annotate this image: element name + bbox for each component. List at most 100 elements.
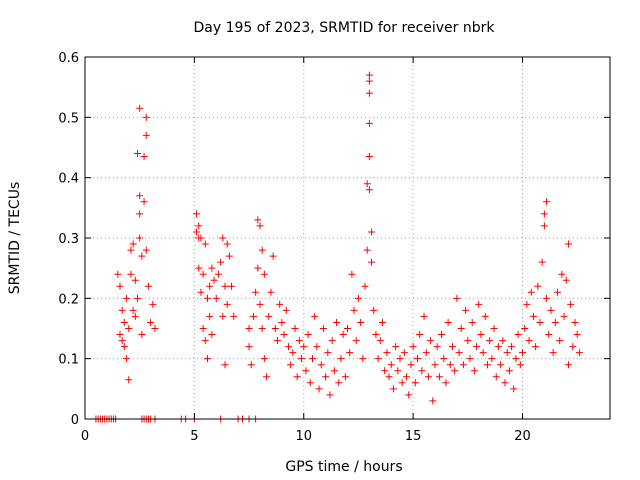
x-axis-title: GPS time / hours: [285, 459, 402, 475]
data-point: [455, 349, 463, 357]
x-tick-label: 0: [81, 429, 89, 444]
data-point: [324, 349, 332, 357]
data-point: [136, 192, 144, 200]
data-point: [363, 246, 371, 254]
data-point: [385, 373, 393, 381]
data-point: [142, 113, 150, 121]
data-point: [567, 300, 575, 308]
data-point: [319, 325, 327, 332]
data-point: [210, 276, 218, 284]
data-point: [195, 222, 203, 230]
data-point: [125, 376, 133, 384]
data-point: [335, 379, 343, 387]
data-point: [258, 325, 266, 332]
data-point: [339, 331, 347, 339]
data-point: [420, 312, 428, 320]
axis-ticks: 0 0.1 0.2 0.3 0.4 0.5 0.6 0 5 10 15 20: [58, 51, 610, 444]
data-point: [569, 343, 577, 351]
data-point: [470, 367, 478, 375]
data-point: [365, 89, 373, 97]
data-point: [422, 349, 430, 357]
data-point: [221, 282, 229, 290]
data-point: [464, 337, 472, 345]
data-point: [484, 361, 491, 369]
data-point: [245, 325, 253, 332]
data-point: [260, 355, 268, 363]
data-point: [405, 391, 413, 399]
data-point: [560, 312, 568, 320]
data-point: [508, 343, 516, 351]
data-point: [256, 222, 264, 230]
data-point: [326, 391, 334, 399]
data-point: [254, 216, 262, 224]
data-point: [571, 318, 579, 326]
data-point: [304, 331, 312, 339]
data-point: [379, 318, 386, 326]
data-point: [123, 355, 131, 363]
data-point: [466, 355, 474, 363]
data-points: [92, 71, 583, 423]
data-point: [551, 318, 559, 326]
data-point: [330, 367, 338, 375]
data-point: [418, 367, 426, 375]
data-point: [322, 373, 330, 381]
data-point: [274, 337, 281, 345]
data-point: [372, 331, 380, 339]
grid: [85, 57, 610, 419]
data-point: [523, 300, 531, 308]
data-point: [199, 270, 207, 278]
data-point: [462, 306, 470, 314]
data-point: [125, 325, 133, 332]
data-point: [497, 361, 505, 369]
data-point: [263, 373, 271, 381]
data-point: [221, 361, 229, 369]
data-point: [442, 379, 450, 387]
y-tick-label: 0.5: [58, 111, 79, 126]
data-point: [368, 258, 376, 266]
data-point: [440, 355, 448, 363]
data-point: [341, 373, 349, 381]
data-point: [136, 104, 144, 112]
data-point: [477, 331, 485, 339]
data-point: [149, 300, 157, 308]
data-point: [311, 312, 319, 320]
data-point: [416, 331, 424, 339]
data-point: [438, 331, 446, 339]
data-point: [376, 337, 384, 345]
data-point: [481, 312, 489, 320]
data-point: [490, 325, 498, 332]
x-tick-label: 20: [514, 429, 531, 444]
data-point: [230, 312, 238, 320]
data-point: [540, 210, 548, 218]
data-point: [302, 367, 310, 375]
data-point: [267, 288, 275, 296]
data-point: [134, 294, 141, 302]
data-point: [208, 264, 216, 272]
data-point: [514, 331, 522, 339]
data-point: [352, 337, 360, 345]
data-point: [300, 343, 308, 351]
data-point: [201, 337, 209, 345]
data-point: [252, 288, 260, 296]
data-point: [276, 300, 284, 308]
data-point: [494, 343, 502, 351]
data-point: [573, 331, 581, 339]
data-point: [142, 246, 150, 254]
data-point: [354, 294, 362, 302]
data-point: [116, 282, 124, 290]
data-point: [525, 337, 533, 345]
data-point: [131, 312, 139, 320]
data-point: [306, 379, 314, 387]
data-point: [519, 349, 526, 357]
data-point: [562, 276, 570, 284]
data-point: [138, 252, 146, 260]
data-point: [138, 331, 146, 339]
data-point: [245, 343, 253, 351]
data-point: [398, 379, 406, 387]
data-point: [214, 270, 222, 278]
data-point: [564, 361, 572, 369]
data-point: [197, 288, 205, 296]
data-point: [510, 385, 518, 393]
data-point: [516, 361, 524, 369]
